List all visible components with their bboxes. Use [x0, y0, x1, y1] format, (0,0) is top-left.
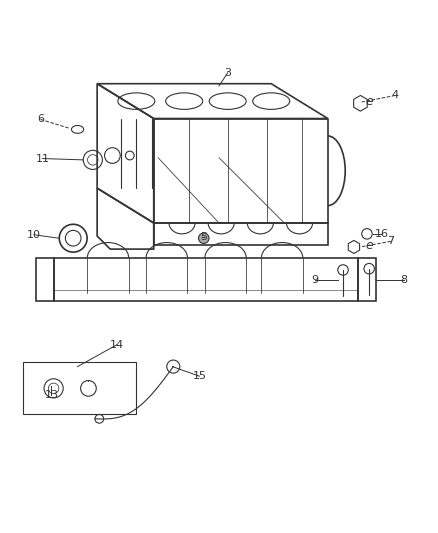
Text: 8: 8 [400, 276, 407, 286]
Text: 10: 10 [27, 230, 41, 240]
Text: 4: 4 [392, 91, 399, 100]
Text: 7: 7 [387, 236, 395, 246]
Text: e: e [365, 239, 373, 252]
Text: 9: 9 [311, 276, 318, 286]
Text: 16: 16 [375, 229, 389, 239]
Text: 15: 15 [192, 371, 206, 381]
Text: 3: 3 [224, 68, 231, 78]
Circle shape [198, 233, 209, 244]
Text: e: e [365, 95, 373, 109]
Text: 14: 14 [110, 340, 124, 350]
Text: 6: 6 [37, 115, 44, 124]
Text: 11: 11 [36, 154, 50, 164]
Text: 13: 13 [44, 390, 58, 400]
Text: 5: 5 [200, 232, 207, 242]
